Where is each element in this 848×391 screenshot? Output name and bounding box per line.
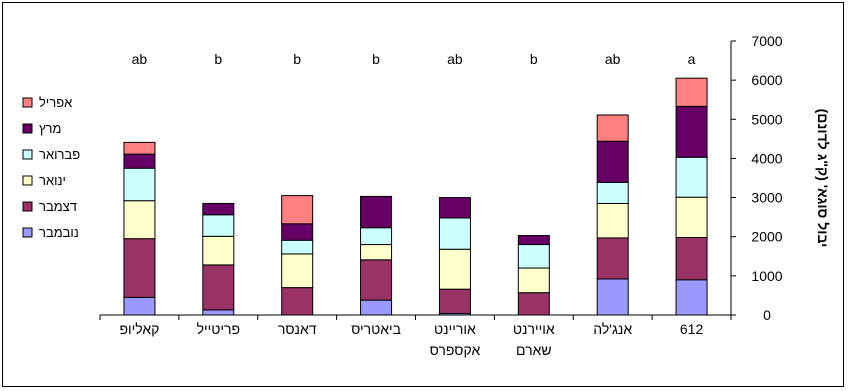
- bar-segment: [361, 245, 392, 260]
- significance-label: b: [530, 51, 538, 67]
- bar-segment: [361, 228, 392, 245]
- bar-segment: [361, 300, 392, 315]
- bar-segment: [282, 288, 313, 315]
- legend-swatch: [23, 98, 32, 107]
- significance-label: ab: [447, 51, 463, 67]
- bar-segment: [676, 78, 707, 106]
- bar-segment: [518, 268, 549, 293]
- stacked-bar-chart: 0 1000 2000 3000 4000 5000 6000 7000 612 a אנג'לה a…: [3, 3, 845, 388]
- bar-segment: [124, 142, 155, 154]
- legend-label: מרץ: [39, 121, 61, 136]
- x-category-label: קאליופ: [119, 321, 159, 337]
- x-category-label: פריטייל: [197, 321, 240, 337]
- x-category-label: אויירנט: [513, 321, 555, 337]
- x-category-label: דאנסר: [278, 321, 317, 337]
- bar-segment: [282, 196, 313, 224]
- y-axis-title: יבול סוגא' (ק"ג לדונם): [815, 109, 831, 248]
- x-category-label: אנג'לה: [593, 321, 632, 337]
- x-category-label: ביאטריס: [351, 321, 401, 337]
- significance-label: b: [372, 51, 380, 67]
- significance-label: b: [293, 51, 301, 67]
- y-tick-label: 6000: [751, 72, 782, 88]
- bar-segment: [124, 154, 155, 168]
- significance-label: ab: [132, 51, 148, 67]
- bar-segment: [676, 157, 707, 197]
- y-tick-label: 1000: [751, 268, 782, 284]
- legend-swatch: [23, 176, 32, 185]
- legend-label: פברואר: [39, 147, 80, 162]
- bar-segment: [439, 249, 470, 289]
- bar-segment: [518, 293, 549, 315]
- bar-segment: [124, 297, 155, 315]
- legend-swatch: [23, 202, 32, 211]
- bar-segment: [518, 245, 549, 268]
- y-tick-label: 3000: [751, 190, 782, 206]
- bar-segment: [282, 254, 313, 288]
- y-tick-label: 5000: [751, 111, 782, 127]
- y-tick-label: 0: [763, 307, 771, 323]
- legend-label: ינואר: [39, 173, 66, 188]
- legend-swatch: [23, 124, 32, 133]
- x-category-label: שארם: [516, 342, 552, 358]
- legend-label: נובמבר: [39, 225, 79, 240]
- bar-segment: [439, 218, 470, 249]
- legend-swatch: [23, 150, 32, 159]
- legend-swatch: [23, 228, 32, 237]
- bar-segment: [597, 203, 628, 237]
- bar-segment: [203, 203, 234, 214]
- bar-segment: [124, 239, 155, 298]
- y-tick-label: 2000: [751, 229, 782, 245]
- chart-frame: 0 1000 2000 3000 4000 5000 6000 7000 612 a אנג'לה a…: [2, 2, 844, 387]
- bar-segment: [676, 197, 707, 237]
- x-category-label: אוריינט: [434, 321, 476, 337]
- bar-segment: [361, 196, 392, 227]
- legend-label: דצמבר: [39, 199, 77, 214]
- bar-segment: [597, 238, 628, 279]
- bar-segment: [597, 279, 628, 315]
- y-tick-label: 4000: [751, 150, 782, 166]
- x-category-label: אקספרס: [430, 342, 481, 358]
- bar-segment: [282, 224, 313, 240]
- bar-segment: [676, 238, 707, 280]
- bar-segment: [203, 236, 234, 265]
- bar-segment: [439, 289, 470, 313]
- legend-label: אפריל: [39, 95, 72, 110]
- bar-segment: [676, 106, 707, 157]
- bar-segment: [361, 260, 392, 300]
- bar-segment: [597, 182, 628, 203]
- bar-segment: [597, 115, 628, 141]
- bar-segment: [597, 141, 628, 182]
- y-tick-label: 7000: [751, 33, 782, 49]
- bar-segment: [203, 215, 234, 237]
- bar-segment: [518, 236, 549, 245]
- significance-label: b: [214, 51, 222, 67]
- bar-segment: [203, 310, 234, 315]
- significance-label: ab: [605, 51, 621, 67]
- bar-segment: [124, 201, 155, 239]
- bar-segment: [124, 168, 155, 200]
- bar-segment: [439, 198, 470, 218]
- bar-segment: [282, 240, 313, 254]
- significance-label: a: [688, 51, 696, 67]
- x-category-label: 612: [680, 321, 704, 337]
- bar-segment: [203, 265, 234, 310]
- bar-segment: [676, 280, 707, 315]
